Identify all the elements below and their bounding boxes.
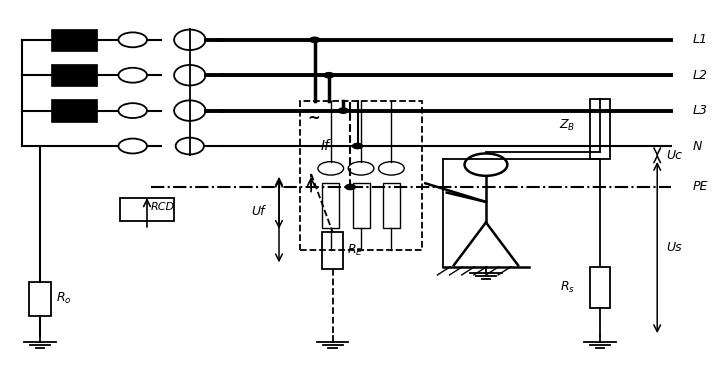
Text: $R_E$: $R_E$ — [347, 243, 363, 258]
Text: L3: L3 — [693, 104, 708, 117]
Circle shape — [324, 73, 334, 78]
Text: $Z_B$: $Z_B$ — [559, 118, 575, 133]
Text: L2: L2 — [693, 69, 708, 82]
Text: $R_o$: $R_o$ — [56, 291, 72, 306]
Bar — [322, 232, 343, 269]
Bar — [383, 183, 400, 228]
Text: Uf: Uf — [251, 205, 265, 218]
Circle shape — [338, 108, 348, 113]
Text: Us: Us — [666, 241, 681, 254]
Circle shape — [310, 37, 320, 42]
Circle shape — [352, 143, 363, 148]
Bar — [590, 267, 610, 308]
Bar — [51, 29, 97, 51]
Bar — [120, 198, 174, 221]
Bar — [29, 282, 51, 316]
Text: ~: ~ — [307, 111, 320, 126]
Bar — [322, 183, 340, 228]
Text: RCD: RCD — [151, 202, 174, 212]
Bar — [51, 99, 97, 122]
Bar — [51, 64, 97, 86]
Circle shape — [345, 184, 355, 190]
Text: $R_s$: $R_s$ — [560, 280, 575, 295]
Text: L1: L1 — [693, 33, 708, 46]
Bar — [352, 183, 370, 228]
Text: Uc: Uc — [666, 149, 682, 162]
Text: N: N — [693, 140, 702, 153]
Text: PE: PE — [693, 181, 709, 193]
Bar — [300, 101, 422, 250]
Bar — [590, 99, 610, 159]
Text: If: If — [320, 139, 330, 153]
